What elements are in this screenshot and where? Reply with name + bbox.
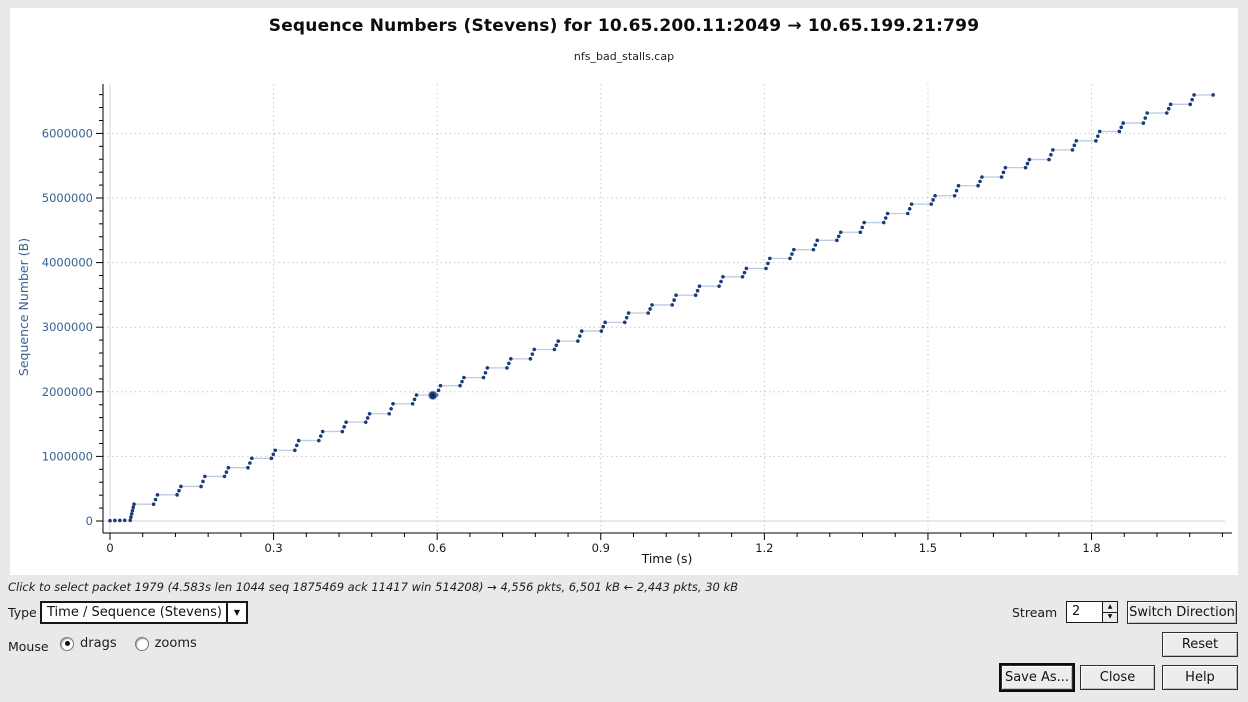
spin-up-icon[interactable]: ▲	[1103, 602, 1117, 613]
stream-spin-buttons: ▲ ▼	[1102, 602, 1117, 622]
radio-selected-dot-icon	[64, 641, 70, 646]
svg-text:1.5: 1.5	[919, 541, 937, 555]
reset-button[interactable]: Reset	[1162, 632, 1238, 657]
help-button[interactable]: Help	[1162, 665, 1238, 690]
svg-text:4000000: 4000000	[42, 256, 93, 270]
radio-zooms[interactable]	[134, 636, 149, 651]
stream-value: 2	[1072, 604, 1081, 619]
svg-text:0.3: 0.3	[264, 541, 282, 555]
svg-text:2000000: 2000000	[42, 385, 93, 399]
sequence-chart[interactable]: 0 1000000 2000000 3000000 4000000 5000000 6000…	[0, 0, 1248, 575]
svg-text:0.6: 0.6	[428, 541, 446, 555]
svg-text:0.9: 0.9	[592, 541, 610, 555]
chart-panel	[10, 8, 1238, 575]
save-as-button[interactable]: Save As...	[1001, 665, 1073, 690]
svg-text:Time (s): Time (s)	[641, 551, 693, 566]
radio-zooms-label[interactable]: zooms	[154, 636, 197, 651]
stream-label: Stream	[1012, 605, 1058, 620]
status-text: Click to select packet 1979 (4.583s len …	[8, 580, 739, 594]
svg-text:6000000: 6000000	[42, 126, 93, 140]
svg-text:5000000: 5000000	[42, 191, 93, 205]
type-select[interactable]: Time / Sequence (Stevens) ▼	[40, 601, 248, 624]
chart-title: Sequence Numbers (Stevens) for 10.65.200…	[268, 16, 980, 36]
type-label: Type	[8, 605, 37, 620]
svg-text:1.8: 1.8	[1082, 541, 1100, 555]
svg-text:1000000: 1000000	[42, 449, 93, 463]
type-select-value: Time / Sequence (Stevens)	[47, 605, 222, 620]
close-button[interactable]: Close	[1080, 665, 1155, 690]
mouse-label: Mouse	[8, 639, 49, 654]
spin-down-icon[interactable]: ▼	[1103, 612, 1117, 622]
switch-direction-button[interactable]: Switch Direction	[1127, 601, 1237, 624]
stream-spinbox[interactable]: 2 ▲ ▼	[1066, 601, 1118, 623]
mouse-radio-group: drags zooms	[60, 636, 209, 651]
chart-subtitle: nfs_bad_stalls.cap	[573, 50, 675, 63]
svg-text:Sequence Number (B): Sequence Number (B)	[16, 238, 31, 376]
radio-drags[interactable]	[60, 636, 74, 651]
chevron-down-icon[interactable]: ▼	[226, 603, 246, 622]
radio-drags-label[interactable]: drags	[80, 636, 117, 651]
svg-text:0: 0	[106, 541, 113, 555]
svg-text:3000000: 3000000	[42, 320, 93, 334]
svg-text:1.2: 1.2	[755, 541, 773, 555]
svg-text:0: 0	[86, 514, 93, 528]
